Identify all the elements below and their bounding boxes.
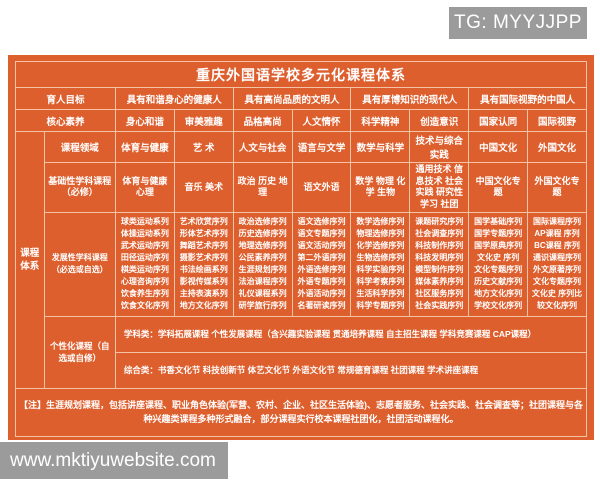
course-system-label: 课程体系: [15, 131, 45, 389]
watermark-top-right: TG: MYYJJPP: [449, 7, 587, 39]
domain-cell: 人文与社会: [232, 131, 293, 163]
basic-cell: 外国文化专题: [527, 162, 587, 213]
goal-row-label: 育人目标: [15, 87, 116, 110]
domain-cell: 外国文化: [527, 131, 587, 163]
literacy-cell: 身心和谐: [114, 109, 175, 132]
literacy-cell: 科学精神: [350, 109, 411, 132]
domain-cell: 数学与科学: [350, 131, 411, 163]
personal-subject-line: 学科类：学科拓展课程 个性发展课程（含兴趣实验课程 贯通培养课程 自主招生课程 …: [114, 315, 588, 353]
watermark-bottom-left: www.mktiyuwebsite.com: [0, 442, 228, 479]
literacy-cell: 品格高尚: [232, 109, 293, 132]
literacy-cell: 国际视野: [527, 109, 587, 132]
literacy-cell: 审美雅趣: [173, 109, 234, 132]
goal-cell: 具有厚博知识的现代人: [350, 87, 470, 110]
development-series-language: 语文选修序列 语文专题序列 语文活动序列 第二外语序列 外语选修序列 外语专题序…: [291, 211, 352, 317]
curriculum-table: 重庆外国语学校多元化课程体系 育人目标 具有和谐身心的健康人 具有高尚品质的文明…: [15, 61, 588, 437]
goal-cell: 具有国际视野的中国人: [468, 87, 587, 110]
development-series-pe: 球类运动系列 体操运动系列 武术运动序列 田径运动序列 棋类运动序列 心理咨询序…: [114, 211, 175, 317]
basic-cell: 数学 物理 化学 生物: [350, 162, 411, 213]
basic-row-label: 基础性学科课程（必修）: [43, 162, 116, 213]
literacy-row-label: 核心素养: [15, 109, 116, 132]
footnote: 【注】生涯规划课程，包括讲座课程、职业角色体验(军营、农村、企业、社区生活体验)…: [15, 387, 587, 437]
domain-cell: 语言与文学: [291, 131, 352, 163]
literacy-cell: 国家认同: [468, 109, 529, 132]
personal-comprehensive-line: 综合类：书香文化节 科技创新节 体艺文化节 外语文化节 常规德育课程 社团课程 …: [114, 351, 588, 389]
goal-cell: 具有和谐身心的健康人: [114, 87, 234, 110]
basic-cell: 中国文化专题: [468, 162, 529, 213]
table-title: 重庆外国语学校多元化课程体系: [15, 61, 587, 88]
curriculum-panel: 重庆外国语学校多元化课程体系 育人目标 具有和谐身心的健康人 具有高尚品质的文明…: [8, 55, 594, 440]
basic-cell: 音乐 美术: [173, 162, 234, 213]
goal-cell: 具有高尚品质的文明人: [232, 87, 352, 110]
literacy-cell: 人文情怀: [291, 109, 352, 132]
domain-row-label: 课程领域: [43, 131, 116, 163]
development-series-humanities: 政治选修序列 历史选修序列 地理选修序列 公民素养序列 生涯规划序列 法治课程序…: [232, 211, 293, 317]
personal-row-label: 个性化课程（自选或自修）: [43, 315, 116, 389]
basic-cell: 体育与健康 心理: [114, 162, 175, 213]
development-series-art: 艺术欣赏序列 形体艺术序列 舞蹈艺术序列 摄影艺术序列 书法绘画系列 影视传媒系…: [173, 211, 234, 317]
development-row-label: 发展性学科课程（必选或自选）: [43, 211, 116, 317]
literacy-cell: 创造意识: [409, 109, 470, 132]
domain-cell: 艺 术: [173, 131, 234, 163]
domain-cell: 中国文化: [468, 131, 529, 163]
basic-cell: 政治 历史 地理: [232, 162, 293, 213]
development-series-science: 数学选修序列 物理选修序列 化学选修序列 生物选修序列 科学实验序列 科学考察序…: [350, 211, 411, 317]
development-series-chinese-culture: 国学基础序列 国学专题序列 国学原典序列 文化史 序列 文化专题序列 历史文献序…: [468, 211, 529, 317]
domain-cell: 体育与健康: [114, 131, 175, 163]
basic-cell: 语文外语: [291, 162, 352, 213]
basic-cell: 通用技术 信息技术 社会实践 研究性学习 社团: [409, 162, 470, 213]
development-series-technology: 课题研究序列 社会调查序列 科技制作序列 科技发明序列 模型制作序列 媒体素养序…: [409, 211, 470, 317]
development-series-foreign-culture: 国际课程序列 AP课程 序列 BC课程 序列 通识课程序列 外文原著序列 文化专…: [527, 211, 587, 317]
domain-cell: 技术与综合实践: [409, 131, 470, 163]
